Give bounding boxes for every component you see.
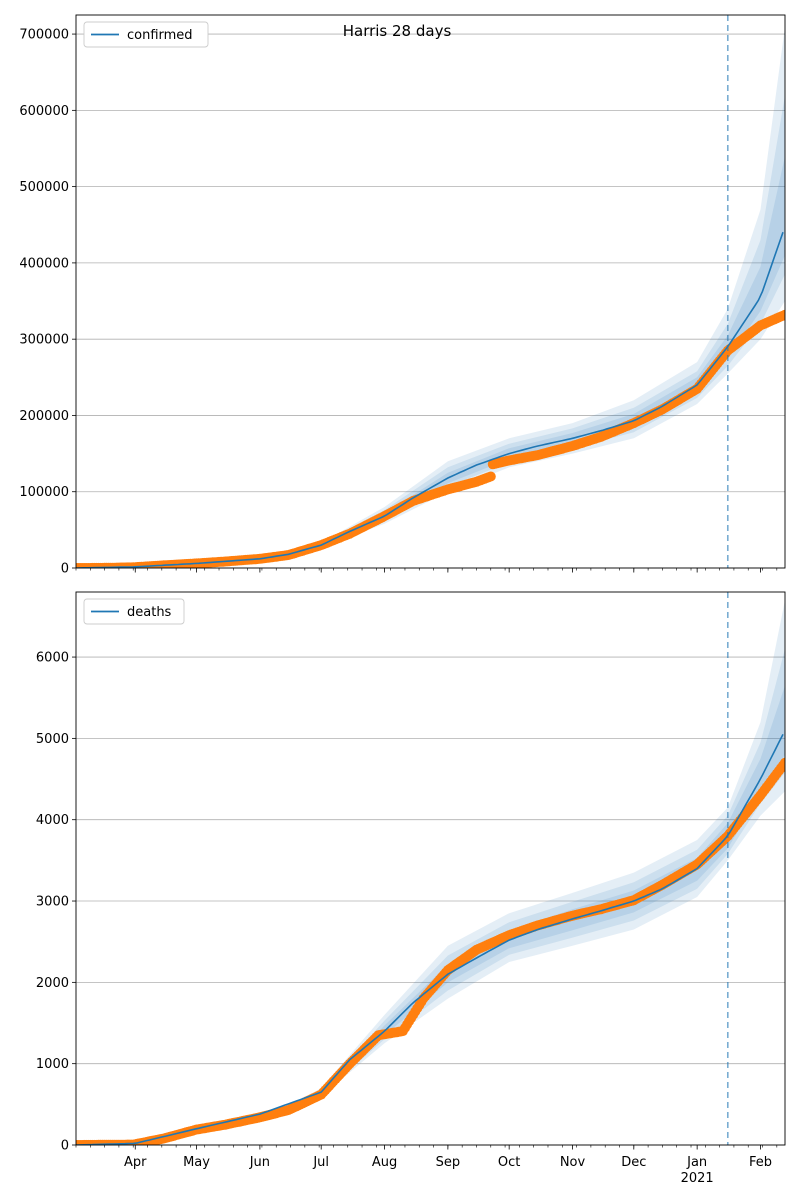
- model-line-deaths: [76, 733, 784, 1145]
- y-tick-label: 100000: [19, 485, 69, 500]
- legend-label: deaths: [127, 605, 172, 620]
- axes-frame: [75, 14, 786, 569]
- x-tick-label: May: [183, 1155, 210, 1170]
- x-tick-label: Oct: [498, 1155, 520, 1170]
- legend-label: confirmed: [127, 28, 193, 43]
- x-tick-label: Dec: [621, 1155, 646, 1170]
- x-tick-label: Jan: [686, 1155, 707, 1170]
- y-tick-label: 0: [61, 562, 69, 577]
- x-tick-label: Feb: [749, 1155, 772, 1170]
- x-tick-label: Aug: [372, 1155, 397, 1170]
- y-tick-label: 400000: [19, 256, 69, 271]
- legend-box: [83, 598, 185, 625]
- y-tick-label: 4000: [36, 813, 69, 828]
- uncertainty-band-1: [288, 95, 785, 555]
- chart-panel-deaths: 0 1000 2000 3000 4000 5000 6000 deaths Apr May Jun…: [36, 591, 786, 1186]
- uncertainty-band-0: [288, 600, 785, 1110]
- uncertainty-band-1: [288, 648, 785, 1110]
- x-tick-label: Jul: [312, 1155, 329, 1170]
- x-tick-label: Sep: [436, 1155, 461, 1170]
- plot-area: [76, 600, 785, 1145]
- y-tick-label: 200000: [19, 409, 69, 424]
- y-tick-label: 300000: [19, 333, 69, 348]
- y-tick-label: 1000: [36, 1057, 69, 1072]
- y-tick-label: 3000: [36, 895, 69, 910]
- x-year-label: 2021: [681, 1171, 714, 1186]
- y-tick-label: 6000: [36, 651, 69, 666]
- legend-box: [83, 21, 209, 48]
- x-tick-label: Nov: [560, 1155, 586, 1170]
- legend: deaths: [83, 598, 185, 625]
- y-tick-label: 5000: [36, 732, 69, 747]
- observed-point: [780, 757, 785, 768]
- y-tick-label: 600000: [19, 104, 69, 119]
- plot-area: [76, 26, 785, 568]
- observed-point: [485, 471, 496, 482]
- model-line-confirmed: [76, 231, 784, 568]
- axes-frame: [75, 591, 786, 1146]
- chart-title: Harris 28 days: [343, 22, 452, 40]
- observed-point: [780, 309, 785, 320]
- legend: confirmed: [83, 21, 209, 48]
- y-tick-label: 700000: [19, 28, 69, 43]
- y-tick-label: 0: [61, 1139, 69, 1154]
- x-tick-label: Apr: [124, 1155, 147, 1170]
- y-tick-label: 500000: [19, 180, 69, 195]
- chart-panel-confirmed: 0 100000 200000 300000 400000 500000 600000 700…: [19, 14, 786, 577]
- x-tick-label: Jun: [249, 1155, 270, 1170]
- uncertainty-band-0: [288, 26, 785, 555]
- y-tick-label: 2000: [36, 976, 69, 991]
